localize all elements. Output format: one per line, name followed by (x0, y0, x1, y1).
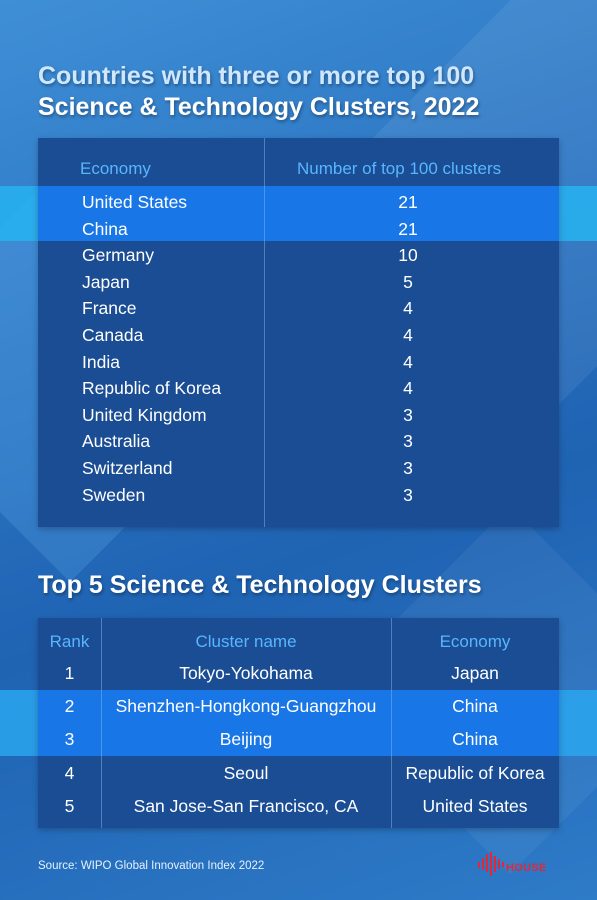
economy-cell: Switzerland (82, 458, 173, 478)
cluster-name-cell: Seoul (223, 762, 269, 783)
economy-cell: China (452, 696, 498, 717)
table-row: Japan 5 (38, 268, 559, 295)
column-divider (101, 618, 102, 828)
table-header: Economy Number of top 100 clusters (38, 138, 559, 186)
page-title: Countries with three or more top 100 Sci… (38, 61, 479, 123)
table-row: 2 Shenzhen-Hongkong-Guangzhou China (38, 690, 559, 723)
economy-cell: United States (422, 795, 528, 816)
header-cluster: Cluster name (195, 632, 297, 651)
table-row: Switzerland 3 (38, 454, 559, 481)
rank-cell: 1 (64, 663, 75, 683)
highlight-band (38, 690, 559, 756)
cluster-name-cell: Shenzhen-Hongkong-Guangzhou (115, 696, 377, 717)
highlight-band-edge (0, 690, 38, 756)
economy-cell: France (82, 298, 137, 319)
count-cell: 3 (403, 484, 413, 505)
column-divider (391, 618, 392, 828)
highlight-band-edge (559, 186, 597, 241)
table-row: Canada 4 (38, 321, 559, 348)
count-cell: 3 (403, 404, 413, 425)
economy-cell: United Kingdom (82, 404, 207, 425)
rank-cell: 4 (64, 762, 75, 783)
count-cell: 4 (403, 378, 413, 399)
count-cell: 4 (403, 298, 413, 319)
table-row: Germany 10 (38, 241, 559, 268)
economy-cell: Australia (82, 431, 151, 452)
header-economy: Economy (80, 159, 151, 178)
count-cell: 21 (398, 218, 418, 239)
count-cell: 5 (403, 271, 413, 292)
house-logo-icon (478, 852, 504, 876)
logo-text: HOUSE (506, 862, 547, 874)
count-cell: 3 (403, 431, 413, 452)
economy-cell: Sweden (82, 484, 146, 505)
economy-cell: China (82, 218, 128, 239)
page-title-line-1: Countries with three or more top 100 (38, 62, 475, 90)
table-row: Sweden 3 (38, 481, 559, 508)
count-cell: 10 (398, 245, 418, 266)
rank-cell: 2 (64, 696, 75, 717)
economy-cell: Canada (82, 325, 144, 345)
table-row: France 4 (38, 294, 559, 321)
table-row: China 21 (38, 215, 559, 242)
count-cell: 4 (403, 351, 413, 372)
economy-cell: United States (82, 192, 188, 212)
count-cell: 4 (403, 325, 413, 345)
header-economy: Economy (439, 632, 511, 651)
economy-cell: Republic of Korea (405, 762, 545, 783)
highlight-band-edge (0, 186, 38, 241)
economy-cell: India (82, 351, 120, 372)
top-clusters-table: Rank Cluster name Economy 1 Tokyo-Yokoham… (38, 618, 559, 828)
table-row: India 4 (38, 348, 559, 375)
table-row: Australia 3 (38, 427, 559, 454)
source-note: Source: WIPO Global Innovation Index 202… (38, 860, 265, 872)
header-count: Number of top 100 clusters (297, 159, 502, 178)
table-row: United Kingdom 3 (38, 401, 559, 428)
page-title-line-2: Science & Technology Clusters, 2022 (38, 93, 480, 121)
countries-table: Economy Number of top 100 clusters Unite… (38, 138, 559, 527)
section-title: Top 5 Science & Technology Clusters (38, 571, 482, 599)
cluster-name-cell: Tokyo-Yokohama (179, 663, 313, 683)
table-row: 1 Tokyo-Yokohama Japan (38, 657, 559, 690)
economy-cell: Japan (82, 271, 130, 292)
economy-cell: Japan (451, 663, 499, 683)
table-row: 3 Beijing China (38, 723, 559, 756)
economy-cell: China (452, 729, 498, 750)
table-row: United States 21 (38, 188, 559, 215)
cluster-name-cell: San Jose-San Francisco, CA (133, 795, 359, 816)
economy-cell: Germany (82, 245, 154, 266)
rank-cell: 5 (64, 795, 75, 816)
column-divider (264, 138, 265, 527)
highlight-band (38, 186, 559, 241)
count-cell: 3 (403, 458, 413, 478)
table-row: 4 Seoul Republic of Korea (38, 757, 559, 790)
table-row: Republic of Korea 4 (38, 374, 559, 401)
highlight-band-edge (559, 690, 597, 756)
economy-cell: Republic of Korea (82, 378, 222, 399)
rank-cell: 3 (64, 729, 75, 750)
cluster-name-cell: Beijing (219, 729, 273, 750)
table-row: 5 San Jose-San Francisco, CA United States (38, 790, 559, 823)
header-rank: Rank (49, 632, 90, 651)
count-cell: 21 (398, 192, 418, 212)
